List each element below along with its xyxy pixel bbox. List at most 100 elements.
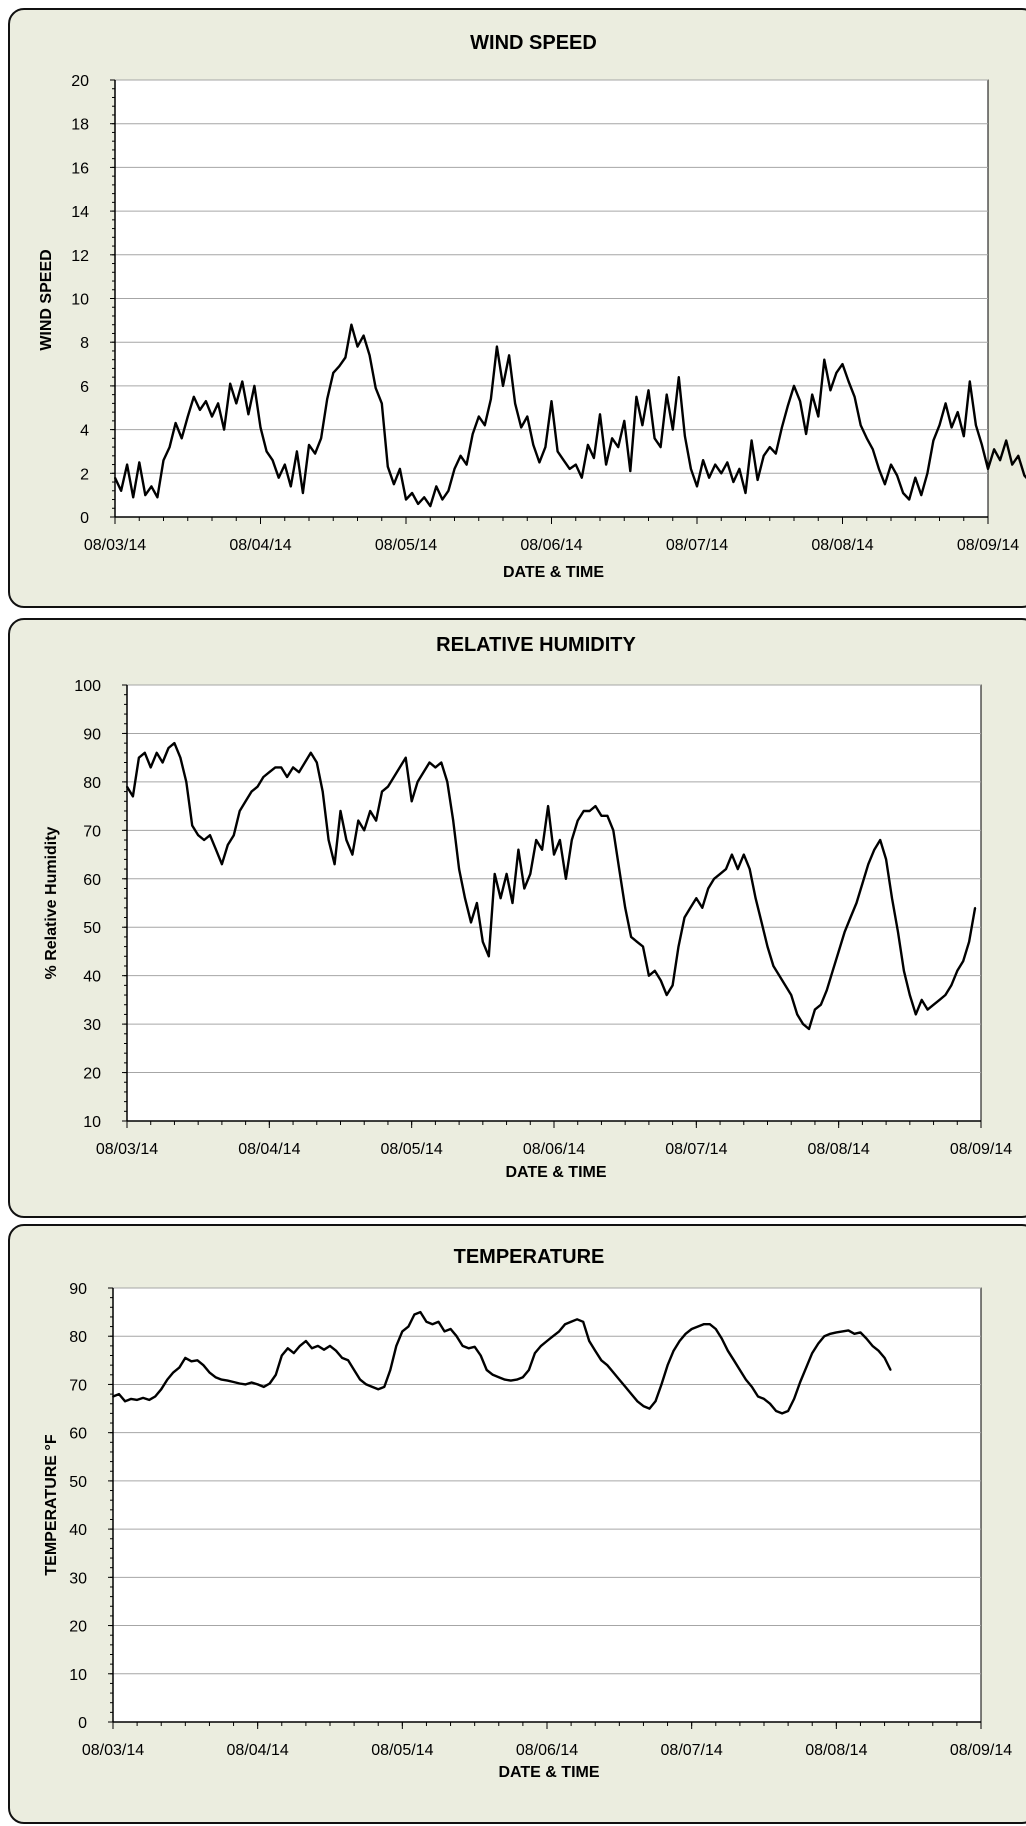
humidity-data-point xyxy=(648,974,650,977)
wind-data-point xyxy=(544,446,547,448)
humidity-data-point xyxy=(695,897,698,900)
wind-data-point xyxy=(520,426,523,429)
humidity-data-point xyxy=(612,829,615,832)
temperature-x-tick-label: 08/04/14 xyxy=(227,1742,289,1759)
humidity-data-point xyxy=(932,1003,935,1006)
temperature-data-point xyxy=(829,1332,832,1335)
temperature-data-point xyxy=(232,1381,235,1383)
humidity-x-tick-label: 08/07/14 xyxy=(665,1141,727,1158)
humidity-data-point xyxy=(345,839,348,841)
humidity-data-point xyxy=(452,819,455,822)
temperature-data-point xyxy=(690,1328,693,1330)
humidity-data-point xyxy=(867,863,870,866)
humidity-data-point xyxy=(143,751,146,754)
wind-data-point xyxy=(659,446,662,448)
temperature-data-point xyxy=(214,1376,217,1379)
wind-y-tick-label: 18 xyxy=(71,117,89,134)
temperature-data-point xyxy=(558,1330,560,1333)
humidity-data-point xyxy=(665,994,668,996)
wind-data-point xyxy=(314,452,316,455)
temperature-data-point xyxy=(835,1331,838,1334)
wind-data-point xyxy=(144,494,147,496)
wind-data-point xyxy=(756,479,759,481)
humidity-data-point xyxy=(713,877,715,880)
wind-data-point xyxy=(726,461,729,464)
humidity-data-point xyxy=(232,834,235,837)
temperature-data-point xyxy=(751,1386,753,1388)
wind-data-point xyxy=(186,415,189,418)
wind-data-point xyxy=(326,398,329,400)
humidity-x-axis-title: DATE & TIME xyxy=(505,1164,606,1181)
temperature-data-point xyxy=(485,1369,488,1371)
temperature-data-point xyxy=(154,1395,157,1398)
temperature-data-point xyxy=(636,1400,639,1403)
wind-data-point xyxy=(720,472,723,475)
wind-x-tick-label: 08/04/14 xyxy=(229,537,291,554)
wind-data-point xyxy=(684,435,686,438)
temperature-data-point xyxy=(341,1357,343,1359)
humidity-plot-area xyxy=(126,684,982,1122)
humidity-data-point xyxy=(659,979,662,982)
wind-data-point xyxy=(411,492,413,494)
wind-data-point xyxy=(247,413,250,416)
wind-data-point xyxy=(465,463,468,466)
temperature-data-point xyxy=(353,1369,355,1371)
wind-data-point xyxy=(508,354,510,357)
wind-data-point xyxy=(981,444,983,446)
temperature-data-point xyxy=(160,1388,163,1391)
wind-data-point xyxy=(1023,474,1026,477)
humidity-data-point xyxy=(274,766,277,769)
temperature-data-point xyxy=(871,1345,874,1347)
temperature-data-point xyxy=(654,1400,657,1403)
temperature-data-point xyxy=(684,1332,687,1335)
temperature-data-point xyxy=(847,1329,850,1332)
temperature-data-point xyxy=(112,1395,114,1398)
wind-y-tick-label: 14 xyxy=(71,204,89,221)
humidity-data-point xyxy=(304,761,306,764)
temperature-data-point xyxy=(552,1335,554,1338)
temperature-data-point xyxy=(268,1382,271,1385)
temperature-data-point xyxy=(407,1325,410,1328)
wind-y-tick-label: 20 xyxy=(71,73,89,90)
wind-y-tick-label: 4 xyxy=(80,423,89,440)
temperature-data-point xyxy=(841,1330,844,1333)
humidity-data-point xyxy=(209,834,211,837)
wind-data-point xyxy=(296,450,298,453)
humidity-data-point xyxy=(505,873,508,875)
humidity-data-point xyxy=(897,931,899,933)
humidity-data-point xyxy=(677,945,680,948)
wind-data-point xyxy=(538,461,541,464)
humidity-data-point xyxy=(191,824,194,827)
wind-data-point xyxy=(847,380,850,383)
temperature-data-point xyxy=(528,1369,530,1371)
humidity-data-point xyxy=(321,790,324,793)
wind-data-point xyxy=(126,463,128,466)
humidity-data-point xyxy=(553,853,555,856)
temperature-data-point xyxy=(775,1410,777,1412)
humidity-data-point xyxy=(796,1013,799,1016)
humidity-data-point xyxy=(440,761,443,764)
humidity-data-point xyxy=(138,756,140,759)
temperature-data-point xyxy=(612,1371,615,1374)
wind-speed-chart-panel: 0 2 4 6 8 10 12 14 16 18 20 08/03/14 08/04/14 08/05/1… xyxy=(8,8,1026,608)
humidity-y-tick-label: 60 xyxy=(83,872,101,889)
humidity-data-point xyxy=(363,829,366,832)
humidity-y-tick-label: 90 xyxy=(83,726,101,743)
wind-data-point xyxy=(477,415,480,418)
humidity-data-point xyxy=(754,897,757,900)
humidity-data-point xyxy=(487,955,490,958)
humidity-x-tick-label: 08/06/14 xyxy=(523,1141,585,1158)
wind-data-point xyxy=(180,437,183,440)
humidity-data-point xyxy=(481,940,484,943)
wind-data-point xyxy=(429,505,432,507)
wind-data-point xyxy=(805,433,807,435)
wind-data-point xyxy=(817,415,820,418)
temperature-data-point xyxy=(516,1378,518,1381)
temperature-data-point xyxy=(570,1320,572,1323)
wind-data-point xyxy=(526,415,529,418)
temperature-data-point xyxy=(660,1383,663,1386)
wind-series-line xyxy=(113,323,1026,508)
temperature-data-point xyxy=(865,1337,868,1340)
humidity-data-point xyxy=(315,761,318,764)
temperature-data-point xyxy=(509,1379,512,1382)
